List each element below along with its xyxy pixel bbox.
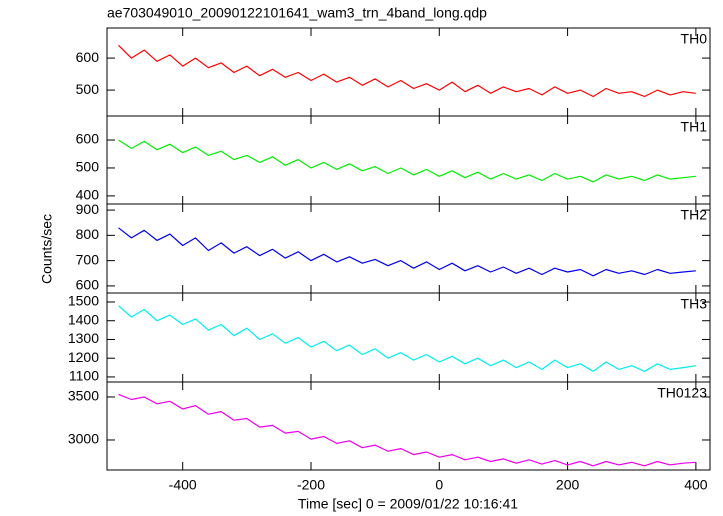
y-tick-label: 1400 xyxy=(68,311,99,327)
y-tick-label: 1200 xyxy=(68,349,99,365)
panel-frame xyxy=(106,27,711,117)
y-tick-label: 500 xyxy=(76,81,100,97)
x-tick-label: 0 xyxy=(435,477,443,493)
y-tick-label: 600 xyxy=(76,277,100,293)
x-tick-label: -400 xyxy=(169,477,197,493)
y-tick-label: 600 xyxy=(76,49,100,65)
y-tick-label: 1100 xyxy=(69,368,99,384)
x-axis-label: Time [sec] 0 = 2009/01/22 10:16:41 xyxy=(298,496,518,512)
panel-frame xyxy=(106,203,711,294)
y-tick-label: 3000 xyxy=(68,431,99,447)
y-tick-label: 800 xyxy=(76,226,100,242)
y-tick-label: 600 xyxy=(76,131,100,147)
y-tick-label: 3500 xyxy=(68,388,99,404)
light-curve xyxy=(118,227,696,277)
x-tick-label: 400 xyxy=(684,477,708,493)
panel-frame xyxy=(106,115,711,205)
y-tick-label: 1500 xyxy=(68,293,99,309)
y-tick-label: 400 xyxy=(76,187,100,203)
y-tick-label: 700 xyxy=(76,251,100,267)
light-curve xyxy=(118,44,696,98)
light-curve xyxy=(118,393,696,467)
x-tick-label: -200 xyxy=(297,477,325,493)
y-tick-label: 500 xyxy=(76,159,100,175)
light-curve xyxy=(118,139,696,183)
panel-label: TH1 xyxy=(681,119,708,135)
panel-frame xyxy=(106,381,711,471)
panel-label: TH0123 xyxy=(657,385,707,401)
panel-label: TH2 xyxy=(681,207,708,223)
x-tick-label: 200 xyxy=(556,477,580,493)
y-tick-label: 900 xyxy=(76,201,100,217)
light-curve xyxy=(118,305,696,372)
y-tick-label: 1300 xyxy=(68,330,99,346)
y-axis-label: Counts/sec xyxy=(39,214,55,284)
panel-label: TH3 xyxy=(681,296,708,312)
panel-label: TH0 xyxy=(681,31,708,47)
chart-title: ae703049010_20090122101641_wam3_trn_4ban… xyxy=(107,5,487,21)
